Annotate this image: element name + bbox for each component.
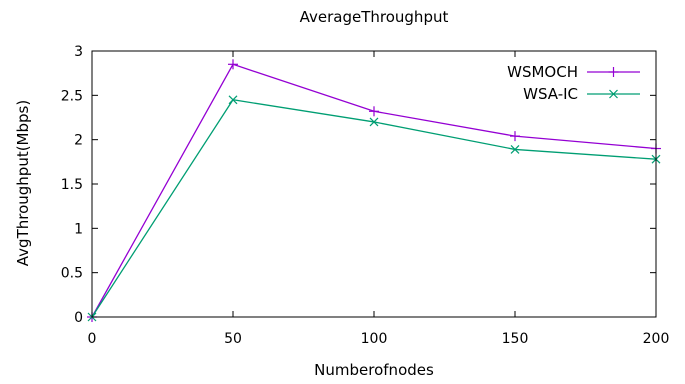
y-tick-label: 2 (74, 133, 83, 149)
x-axis-label: Numberofnodes (314, 361, 434, 379)
legend: WSMOCH WSA-IC (507, 63, 640, 103)
legend-marker-wsmoch (608, 67, 619, 77)
y-tick-label: 3 (74, 44, 83, 60)
x-tick-label: 100 (361, 331, 388, 347)
x-tick-label: 50 (224, 331, 242, 347)
data-point-wsa-ic (228, 95, 238, 105)
x-tick-label: 150 (502, 331, 529, 347)
y-tick-label: 0.5 (61, 266, 83, 282)
data-point-wsa-ic (369, 117, 379, 127)
x-tick-label: 200 (643, 331, 670, 347)
data-point-wsmoch (510, 131, 520, 142)
y-tick-label: 1 (74, 221, 83, 237)
chart-title: AverageThroughput (300, 8, 449, 26)
series-layer (87, 59, 661, 322)
axis-ticks: 0 0.5 1 1.5 2 2.5 3 0 50 100 150 200 (61, 44, 670, 347)
plot-frame (91, 50, 657, 318)
y-tick-label: 0 (74, 310, 83, 326)
legend-label-wsmoch: WSMOCH (507, 63, 578, 81)
data-point-wsmoch (228, 59, 238, 70)
series-line-wsa-ic (91, 99, 657, 318)
x-tick-label: 0 (88, 331, 97, 347)
y-axis-label: AvgThroughput(Mbps) (14, 100, 32, 266)
legend-label-wsa-ic: WSA-IC (523, 85, 578, 103)
y-tick-label: 1.5 (61, 177, 83, 193)
y-tick-label: 2.5 (61, 88, 83, 104)
legend-marker-wsa-ic (609, 89, 618, 99)
data-point-wsmoch (369, 106, 379, 117)
data-point-wsa-ic (510, 144, 520, 154)
